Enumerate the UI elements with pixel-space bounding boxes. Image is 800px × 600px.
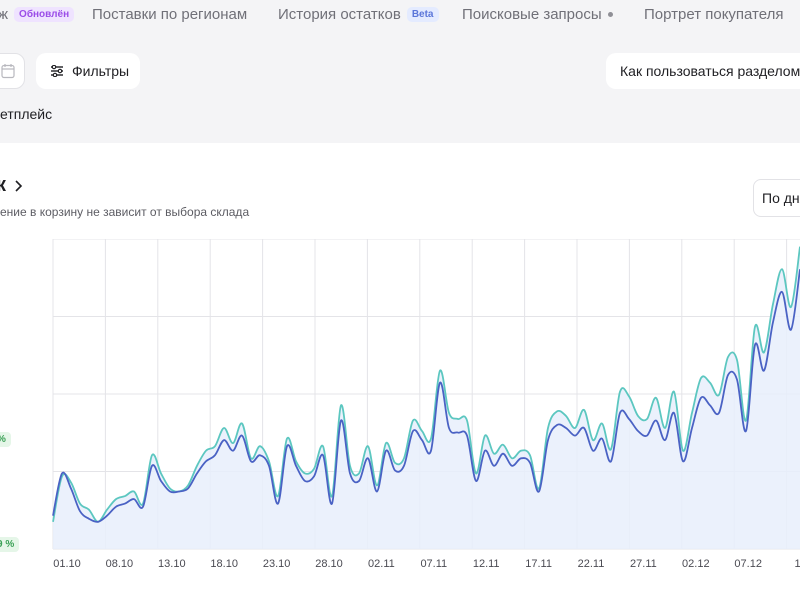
how-to-use-label: Как пользоваться разделом — [620, 63, 800, 79]
x-tick-label: 18.10 — [210, 558, 238, 569]
period-select-label: По дня — [762, 190, 800, 206]
x-tick-label: 13.10 — [158, 558, 186, 569]
tab-search-queries-label: Поисковые запросы — [462, 6, 602, 23]
x-tick-label: 23.10 — [263, 558, 291, 569]
x-tick-label: 17.11 — [525, 558, 552, 569]
filters-button-label: Фильтры — [72, 63, 130, 79]
indicator-dot-icon — [607, 12, 613, 17]
tab-regional-supplies[interactable]: Поставки по регионам — [92, 6, 247, 23]
marketplace-label: етплейс — [0, 106, 53, 122]
updated-badge: Обновлён — [14, 7, 75, 22]
chart-title-text: к — [0, 174, 7, 196]
how-to-use-button[interactable]: Как пользоваться разделом — [606, 53, 800, 89]
tab-buyer-portrait[interactable]: Портрет покупателя — [644, 6, 783, 23]
tab-buyer-portrait-label: Портрет покупателя — [644, 6, 784, 23]
x-tick-label: 07.11 — [420, 558, 447, 569]
chart-panel: к ение в корзину не зависит от выбора ск… — [0, 143, 800, 600]
x-axis-ticks: 01.10 08.10 13.10 18.10 23.10 28.10 02.11 07.11… — [53, 558, 800, 569]
tab-search-queries[interactable]: Поисковые запросы — [462, 6, 613, 23]
section-tabs: ж Обновлён Поставки по регионам История … — [0, 0, 800, 30]
x-tick-label: 02.12 — [682, 558, 710, 569]
x-tick-label: 12.11 — [473, 558, 500, 569]
period-select[interactable]: По дня — [753, 179, 800, 217]
tab-stock-history-label: История остатков — [278, 6, 401, 23]
chart-subtitle: ение в корзину не зависит от выбора скла… — [0, 205, 250, 219]
chevron-right-icon — [15, 179, 23, 192]
x-tick-label: 01.10 — [53, 558, 81, 569]
x-tick-label: 22.11 — [578, 558, 605, 569]
chart-title[interactable]: к — [0, 174, 24, 197]
tab-regional-supplies-label: Поставки по регионам — [92, 6, 248, 23]
sliders-icon — [51, 65, 63, 77]
x-tick-label: 07.12 — [734, 558, 762, 569]
beta-badge: Beta — [406, 7, 439, 22]
change-badge: 9 % — [0, 537, 20, 552]
calendar-icon — [0, 64, 15, 79]
tab-sales-label: ж — [0, 6, 9, 23]
x-tick-label: 28.10 — [315, 558, 343, 569]
filters-button[interactable]: Фильтры — [36, 53, 140, 89]
line-chart: 01.10 08.10 13.10 18.10 23.10 28.10 02.11 07.11… — [52, 239, 800, 569]
series-area — [53, 246, 800, 549]
date-picker-button[interactable] — [0, 53, 25, 89]
change-badge: % — [0, 432, 11, 447]
x-tick-label: 02.11 — [368, 558, 395, 569]
tab-sales[interactable]: ж Обновлён — [0, 6, 75, 23]
tab-stock-history[interactable]: История остатков Beta — [278, 6, 439, 23]
x-tick-label: 12 — [794, 558, 800, 569]
x-tick-label: 08.10 — [106, 558, 134, 569]
x-tick-label: 27.11 — [630, 558, 657, 569]
series-line-blue — [52, 269, 800, 523]
